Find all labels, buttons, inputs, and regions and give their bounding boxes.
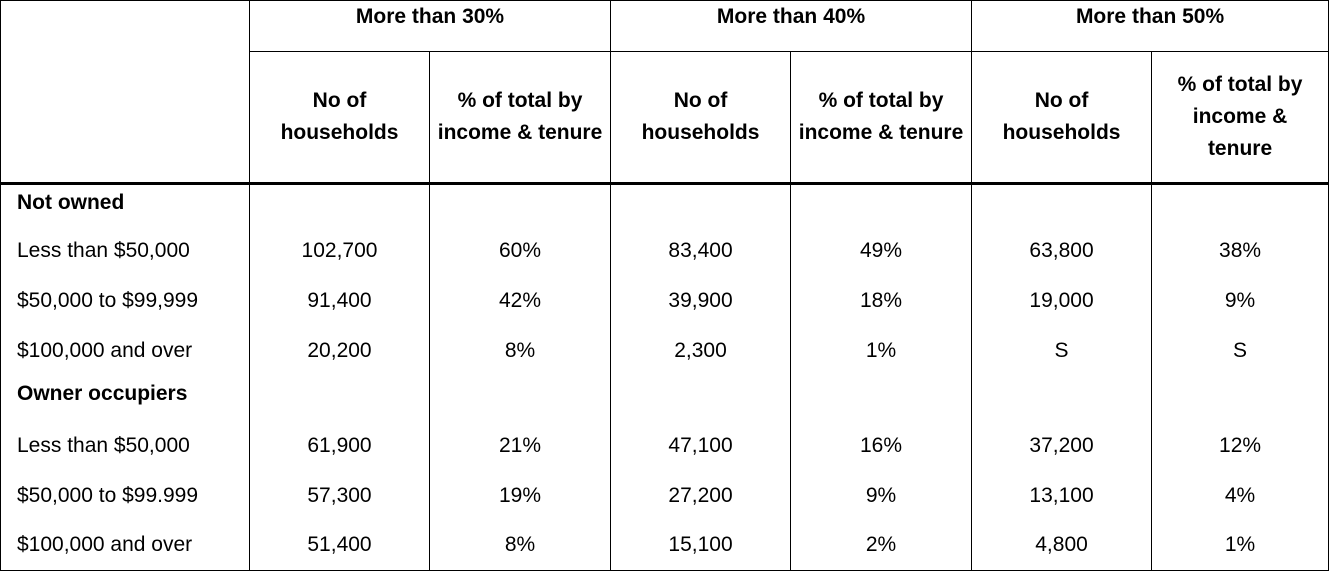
percent-30-cell: 8% [428,325,612,376]
section-title: Owner occupiers [0,375,250,421]
col-header-percent: % of total by income & tenure [428,51,612,185]
percent-40-cell: 2% [790,520,973,571]
table-row: Less than $50,000 102,700 60% 83,400 49%… [0,225,1330,276]
col-header-percent: % of total by income & tenure [790,51,973,185]
households-30-cell: 91,400 [249,275,430,326]
percent-50-cell: 9% [1151,275,1330,326]
households-50-cell: 19,000 [971,275,1153,326]
percent-30-cell: 60% [428,225,612,276]
percent-30-cell: 21% [428,420,612,471]
households-40-cell: 83,400 [610,225,792,276]
section-title: Not owned [0,183,250,226]
table-row: $50,000 to $99.999 57,300 19% 27,200 9% … [0,470,1330,521]
percent-30-cell: 19% [428,470,612,521]
percent-30-cell: 42% [428,275,612,326]
percent-40-cell: 18% [790,275,973,326]
households-50-cell: 63,800 [971,225,1153,276]
table-row: $50,000 to $99,999 91,400 42% 39,900 18%… [0,275,1330,326]
percent-50-cell: 1% [1151,520,1330,571]
row-label: $50,000 to $99,999 [0,275,250,326]
row-label: Less than $50,000 [0,225,250,276]
section-row-owner-occupiers: Owner occupiers [0,375,1330,421]
row-label: $100,000 and over [0,520,250,571]
col-header-households: No of households [249,51,430,185]
col-header-percent: % of total by income & tenure [1151,51,1330,185]
households-40-cell: 39,900 [610,275,792,326]
households-40-cell: 15,100 [610,520,792,571]
percent-50-cell: 4% [1151,470,1330,521]
households-30-cell: 102,700 [249,225,430,276]
group-header-40: More than 40% [610,0,973,52]
percent-50-cell: 38% [1151,225,1330,276]
percent-30-cell: 8% [428,520,612,571]
percent-40-cell: 9% [790,470,973,521]
col-header-households: No of households [610,51,792,185]
households-50-cell: 13,100 [971,470,1153,521]
percent-50-cell: 12% [1151,420,1330,471]
table-row: Less than $50,000 61,900 21% 47,100 16% … [0,420,1330,471]
households-30-cell: 51,400 [249,520,430,571]
group-header-30: More than 30% [248,0,612,52]
households-50-cell: S [971,325,1153,376]
percent-50-cell: S [1151,325,1330,376]
row-label: $50,000 to $99.999 [0,470,250,521]
households-30-cell: 61,900 [249,420,430,471]
households-30-cell: 57,300 [249,470,430,521]
table-row: $100,000 and over 20,200 8% 2,300 1% S S [0,325,1330,376]
group-header-50: More than 50% [971,0,1330,52]
row-label: $100,000 and over [0,325,250,376]
households-50-cell: 4,800 [971,520,1153,571]
percent-40-cell: 49% [790,225,973,276]
households-30-cell: 20,200 [249,325,430,376]
households-50-cell: 37,200 [971,420,1153,471]
col-header-households: No of households [971,51,1153,185]
percent-40-cell: 16% [790,420,973,471]
households-40-cell: 27,200 [610,470,792,521]
households-40-cell: 2,300 [610,325,792,376]
section-row-not-owned: Not owned [0,183,1330,226]
header-corner-cell [0,0,250,185]
households-40-cell: 47,100 [610,420,792,471]
percent-40-cell: 1% [790,325,973,376]
table-row: $100,000 and over 51,400 8% 15,100 2% 4,… [0,520,1330,571]
row-label: Less than $50,000 [0,420,250,471]
